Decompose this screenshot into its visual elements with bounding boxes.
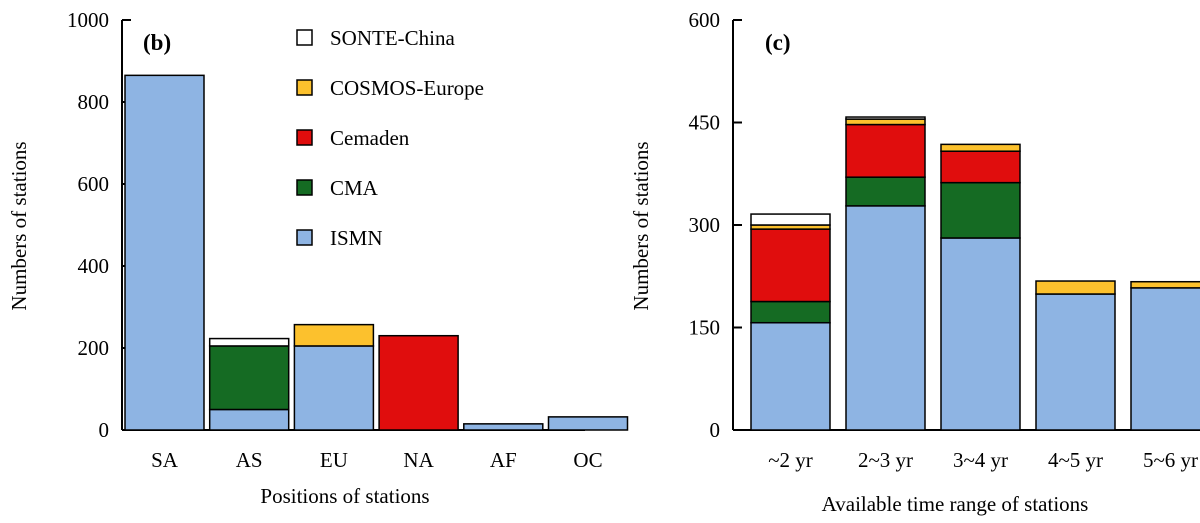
bar-segment-b <box>293 323 375 347</box>
legend-swatch <box>296 79 313 96</box>
y-tick-label-b: 600 <box>78 172 110 196</box>
legend-swatch <box>296 229 313 246</box>
legend-swatch <box>296 179 313 196</box>
legend-label: CMA <box>330 176 379 200</box>
x-tick-label-c: 5~6 yr <box>1143 448 1198 472</box>
legend-swatch <box>296 129 313 146</box>
bar-segment-c <box>1035 293 1116 431</box>
y-tick-label-b: 1000 <box>67 8 109 32</box>
y-axis-label-c: Numbers of stations <box>629 141 653 310</box>
panel-label-b: (b) <box>143 30 171 55</box>
y-tick-label-b: 200 <box>78 336 110 360</box>
x-tick-label-c: 2~3 yr <box>858 448 913 472</box>
x-tick-label-b: EU <box>320 448 348 472</box>
x-tick-label-b: NA <box>403 448 434 472</box>
x-tick-label-b: AS <box>236 448 263 472</box>
bar-segment-c <box>845 205 926 431</box>
bar-segment-c <box>845 118 926 126</box>
y-tick-label-c: 0 <box>710 418 721 442</box>
bar-segment-b <box>293 345 375 431</box>
x-axis-label-b: Positions of stations <box>260 484 429 508</box>
bar-segment-c <box>750 213 831 226</box>
bar-segment-b <box>208 337 290 347</box>
chart-b: (b) Positions of stations Numbers of sta… <box>7 8 629 508</box>
y-tick-label-b: 400 <box>78 254 110 278</box>
bar-segment-b <box>378 334 459 431</box>
legend-label: SONTE-China <box>330 26 456 50</box>
bar-segment-c <box>1130 287 1200 431</box>
panel-label-c: (c) <box>765 30 791 55</box>
x-axis-label-c: Available time range of stations <box>822 492 1089 516</box>
bar-segment-c <box>940 150 1021 184</box>
y-tick-label-c: 600 <box>689 8 721 32</box>
legend-swatch <box>296 29 313 46</box>
y-tick-label-b: 0 <box>99 418 110 442</box>
legend-label: COSMOS-Europe <box>330 76 484 100</box>
legend-label: ISMN <box>330 226 383 250</box>
bar-segment-c <box>940 143 1021 152</box>
legend-label: Cemaden <box>330 126 410 150</box>
x-tick-label-b: SA <box>151 448 179 472</box>
bar-segment-c <box>845 116 926 120</box>
x-tick-label-c: 3~4 yr <box>953 448 1008 472</box>
chart-c: (c) Available time range of stations Num… <box>629 8 1200 516</box>
y-axis-label-b: Numbers of stations <box>7 141 31 310</box>
x-tick-label-c: 4~5 yr <box>1048 448 1103 472</box>
bar-segment-c <box>845 176 926 207</box>
bar-segment-c <box>1035 280 1116 295</box>
bar-segment-c <box>750 321 831 431</box>
y-tick-label-c: 450 <box>689 111 721 135</box>
y-tick-label-c: 150 <box>689 316 721 340</box>
y-tick-label-c: 300 <box>689 213 721 237</box>
bar-segment-c <box>750 228 831 303</box>
bar-segment-c <box>1130 280 1200 289</box>
x-tick-label-b: OC <box>573 448 602 472</box>
bar-segment-c <box>940 237 1021 431</box>
bar-segment-c <box>750 300 831 324</box>
bar-segment-b <box>463 423 544 431</box>
bar-segment-c <box>940 181 1021 239</box>
x-tick-label-c: ~2 yr <box>768 448 813 472</box>
y-tick-label-b: 800 <box>78 90 110 114</box>
bar-segment-b <box>208 408 290 431</box>
bar-segment-c <box>845 123 926 178</box>
bar-segment-b <box>547 416 629 431</box>
x-tick-label-b: AF <box>490 448 517 472</box>
bar-segment-b <box>124 74 205 431</box>
bar-segment-b <box>208 345 290 411</box>
